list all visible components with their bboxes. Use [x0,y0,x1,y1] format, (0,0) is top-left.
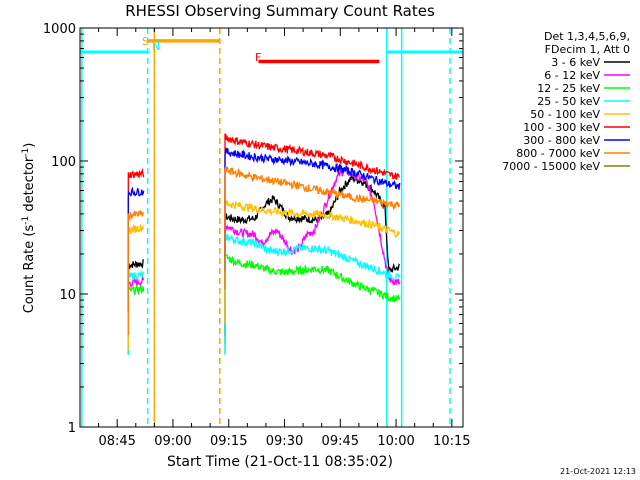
series-line-6-segment-1 [224,147,401,272]
flag-label-F: F [255,51,261,64]
y-tick-label-0: 1 [68,421,76,436]
series-line-5-segment-1 [224,133,400,258]
x-axis-label: Start Time (21-Oct-11 08:35:02) [167,454,393,470]
series-line-5-segment-0 [127,167,145,295]
x-tick-label-1: 09:00 [154,434,191,449]
legend-entry-label-4: 50 - 100 keV [530,108,600,121]
legend-entry-label-8: 7000 - 15000 keV [502,160,600,173]
y-axis-label-part: -1 [21,216,31,225]
legend-entry-label-6: 300 - 800 keV [523,134,600,147]
y-axis-label-part: Count Rate (s [22,225,37,314]
y-tick-label-2: 100 [51,155,76,170]
y-axis-label-part: -1 [21,148,31,157]
legend-entry-label-0: 3 - 6 keV [551,56,600,69]
series-line-3-segment-1 [224,232,401,355]
y-tick-label-3: 1000 [43,22,76,37]
y-axis-label-part: detector [22,156,37,216]
series-line-3-segment-0 [127,270,145,355]
legend-entry-label-2: 12 - 25 keV [537,82,600,95]
x-axis-ticks: 08:45 09:00 09:15 09:30 09:45 10:00 10:15 [79,28,471,449]
x-tick-label-0: 08:45 [98,434,135,449]
legend-entry-label-5: 100 - 300 keV [523,121,600,134]
series-line-7-segment-1 [224,166,401,290]
chart-title: RHESSI Observing Summary Count Rates [125,2,435,20]
x-tick-label-4: 09:45 [322,434,359,449]
series-line-4-segment-1 [224,199,401,324]
y-axis-ticks: 1 10 100 1000 [43,22,463,436]
plot-frame [79,27,464,428]
x-tick-label-6: 10:15 [433,434,470,449]
plot-layers [80,28,463,427]
footer-date: 21-Oct-2021 12:13 [560,467,636,476]
y-axis-label-part: ) [22,143,37,148]
x-tick-label-5: 10:00 [377,434,414,449]
series-line-6-segment-0 [127,186,145,313]
series-line-1-segment-0 [127,275,145,355]
legend-header-0: Det 1,3,4,5,6,9, [544,30,630,43]
series-line-0-segment-0 [127,259,144,355]
flag-labels: S N F [142,35,261,64]
series-line-7-segment-0 [127,210,144,336]
x-tick-label-3: 09:30 [266,434,303,449]
legend-entry-label-3: 25 - 50 keV [537,95,600,108]
series-line-2-segment-0 [127,284,145,355]
series-line-0-segment-1 [224,174,401,337]
series-line-4-segment-0 [127,223,145,351]
y-axis-label: Count Rate (s-1 detector-1) [21,143,37,314]
flag-label-S: S [142,35,149,48]
legend: Det 1,3,4,5,6,9,FDecim 1, Att 03 - 6 keV… [502,30,630,173]
y-tick-label-1: 10 [59,288,76,303]
series-line-2-segment-1 [224,253,401,355]
legend-entry-label-7: 800 - 7000 keV [516,147,600,160]
flag-label-N: N [152,40,160,53]
legend-header-1: FDecim 1, Att 0 [545,43,630,56]
legend-entry-label-1: 6 - 12 keV [544,69,600,82]
series-line-1-segment-1 [224,166,401,345]
x-tick-label-2: 09:15 [210,434,247,449]
